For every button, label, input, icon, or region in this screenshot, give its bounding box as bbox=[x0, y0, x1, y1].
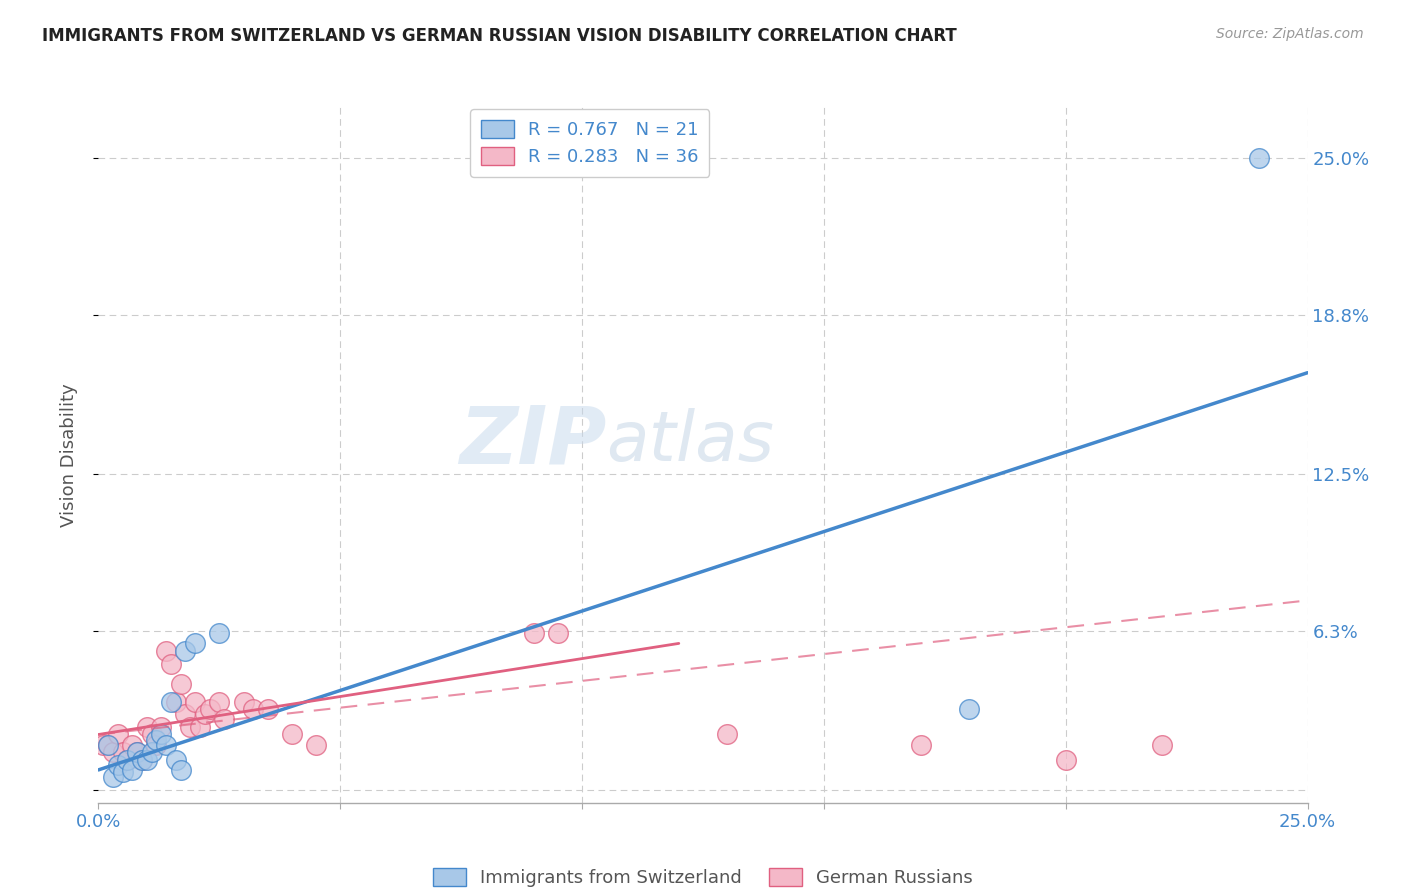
Point bbox=[117, 753, 139, 767]
Point bbox=[160, 695, 183, 709]
Point bbox=[957, 702, 980, 716]
Point bbox=[107, 757, 129, 772]
Point bbox=[281, 727, 304, 741]
Point bbox=[121, 738, 143, 752]
Point bbox=[165, 695, 187, 709]
Legend: Immigrants from Switzerland, German Russians: Immigrants from Switzerland, German Russ… bbox=[426, 861, 980, 892]
Point bbox=[135, 720, 157, 734]
Point bbox=[208, 695, 231, 709]
Point bbox=[107, 727, 129, 741]
Point bbox=[160, 657, 183, 671]
Point bbox=[1054, 753, 1077, 767]
Point bbox=[1249, 151, 1271, 165]
Point bbox=[121, 763, 143, 777]
Text: Source: ZipAtlas.com: Source: ZipAtlas.com bbox=[1216, 27, 1364, 41]
Point bbox=[101, 745, 124, 759]
Point bbox=[145, 738, 167, 752]
Point bbox=[910, 738, 932, 752]
Point bbox=[111, 765, 134, 780]
Point bbox=[1152, 738, 1174, 752]
Point bbox=[111, 745, 134, 759]
Point bbox=[523, 626, 546, 640]
Point bbox=[131, 753, 153, 767]
Point bbox=[179, 720, 201, 734]
Point bbox=[232, 695, 254, 709]
Point bbox=[242, 702, 264, 716]
Point bbox=[184, 695, 207, 709]
Text: atlas: atlas bbox=[606, 408, 775, 475]
Point bbox=[127, 745, 149, 759]
Point bbox=[716, 727, 738, 741]
Point bbox=[127, 745, 149, 759]
Point bbox=[117, 753, 139, 767]
Point bbox=[174, 707, 197, 722]
Point bbox=[155, 738, 177, 752]
Point bbox=[101, 771, 124, 785]
Point bbox=[305, 738, 328, 752]
Point bbox=[131, 753, 153, 767]
Point bbox=[212, 712, 235, 726]
Point bbox=[184, 636, 207, 650]
Point bbox=[169, 763, 191, 777]
Text: IMMIGRANTS FROM SWITZERLAND VS GERMAN RUSSIAN VISION DISABILITY CORRELATION CHAR: IMMIGRANTS FROM SWITZERLAND VS GERMAN RU… bbox=[42, 27, 957, 45]
Point bbox=[135, 753, 157, 767]
Point bbox=[91, 738, 114, 752]
Point bbox=[155, 644, 177, 658]
Point bbox=[141, 727, 163, 741]
Point bbox=[97, 738, 120, 752]
Point bbox=[194, 707, 217, 722]
Point bbox=[150, 727, 173, 741]
Point bbox=[208, 626, 231, 640]
Text: ZIP: ZIP bbox=[458, 402, 606, 480]
Point bbox=[169, 677, 191, 691]
Point bbox=[165, 753, 187, 767]
Point bbox=[188, 720, 211, 734]
Point bbox=[145, 732, 167, 747]
Point bbox=[150, 720, 173, 734]
Point bbox=[256, 702, 278, 716]
Point bbox=[198, 702, 221, 716]
Y-axis label: Vision Disability: Vision Disability bbox=[59, 383, 77, 527]
Point bbox=[141, 745, 163, 759]
Point bbox=[547, 626, 569, 640]
Point bbox=[97, 738, 120, 752]
Point bbox=[174, 644, 197, 658]
